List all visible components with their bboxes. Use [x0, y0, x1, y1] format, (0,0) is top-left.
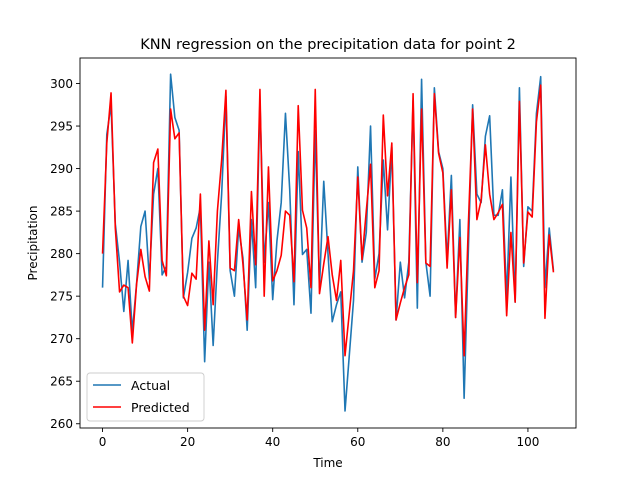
y-tick-label: 280: [50, 247, 73, 261]
x-tick-label: 40: [265, 435, 280, 449]
y-axis-label: Precipitation: [26, 205, 40, 280]
x-tick-label: 0: [99, 435, 107, 449]
y-tick-label: 275: [50, 290, 73, 304]
y-tick-label: 265: [50, 375, 73, 389]
y-tick-label: 295: [50, 120, 73, 134]
legend: Actual Predicted: [87, 373, 204, 421]
y-tick-label: 285: [50, 205, 73, 219]
x-tick-label: 60: [350, 435, 365, 449]
y-tick-label: 260: [50, 417, 73, 431]
x-tick-label: 80: [435, 435, 450, 449]
y-tick-label: 270: [50, 332, 73, 346]
legend-label-predicted: Predicted: [131, 400, 190, 415]
chart-title: KNN regression on the precipitation data…: [140, 37, 516, 53]
legend-label-actual: Actual: [131, 378, 170, 393]
x-axis-label: Time: [312, 456, 342, 470]
x-tick-label: 100: [516, 435, 539, 449]
y-tick-label: 300: [50, 77, 73, 91]
y-tick-label: 290: [50, 162, 73, 176]
x-tick-label: 20: [180, 435, 195, 449]
